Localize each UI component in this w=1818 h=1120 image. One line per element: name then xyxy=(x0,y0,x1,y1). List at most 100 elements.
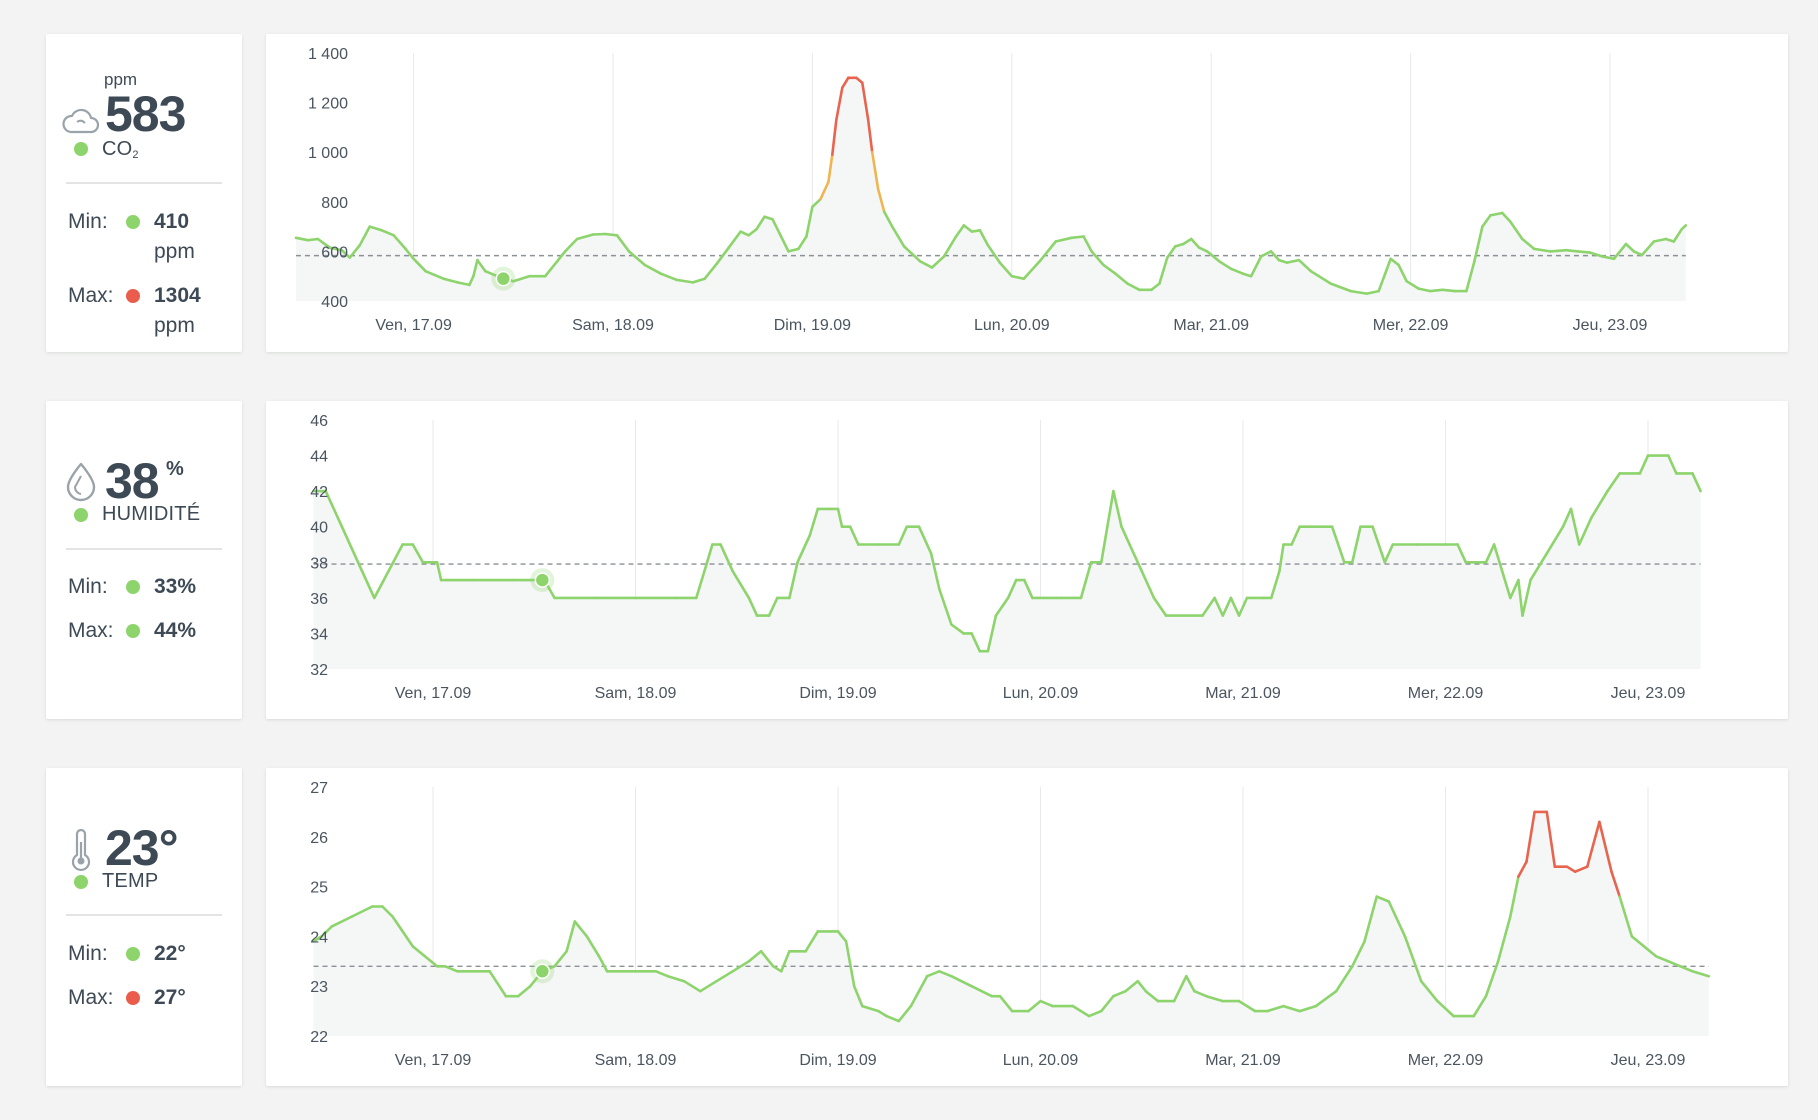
series-line-segment xyxy=(779,234,790,253)
series-line-segment xyxy=(950,623,965,635)
humidity-stat-card: 38 % HUMIDITÉ Min: 33% Max: 44% xyxy=(46,401,242,719)
series-line-segment xyxy=(565,920,577,953)
series-line-segment xyxy=(585,935,601,958)
series-line-segment xyxy=(1351,940,1366,968)
series-line-segment xyxy=(1517,860,1528,878)
y-tick-label: 40 xyxy=(310,520,328,537)
series-line-segment xyxy=(1569,507,1581,546)
series-line-segment xyxy=(890,225,906,248)
max-label: Max: xyxy=(68,284,114,307)
series-line-segment xyxy=(1680,224,1688,231)
series-line-segment xyxy=(1027,999,1042,1013)
series-line-segment xyxy=(1377,257,1392,293)
series-line-segment xyxy=(1189,237,1201,249)
min-label: Min: xyxy=(68,210,108,233)
series-line-segment xyxy=(771,965,783,973)
co2-unit: ppm xyxy=(104,70,138,89)
y-tick-label: 34 xyxy=(310,626,328,643)
y-tick-label: 46 xyxy=(310,413,328,430)
area-fill xyxy=(296,77,1686,301)
series-line-segment xyxy=(328,246,344,252)
series-line-segment xyxy=(543,260,559,278)
y-tick-label: 24 xyxy=(310,929,328,946)
series-line-segment xyxy=(411,543,425,564)
series-line-segment xyxy=(1099,489,1115,564)
series-line-segment xyxy=(1330,525,1346,564)
series-line-segment xyxy=(1365,289,1380,295)
current-marker xyxy=(534,572,551,588)
y-tick-label: 42 xyxy=(310,484,328,501)
series-line-segment xyxy=(1314,989,1338,1008)
series-line-segment xyxy=(1022,578,1034,600)
y-tick-label: 32 xyxy=(310,662,328,679)
series-line-segment xyxy=(1472,994,1488,1018)
max-value: 44% xyxy=(154,619,197,642)
series-line-segment xyxy=(1099,994,1115,1013)
co2-label: CO2 xyxy=(102,138,139,161)
series-line-segment xyxy=(1126,282,1141,292)
x-tick-label: Jeu, 23.09 xyxy=(1573,317,1648,334)
series-line-segment xyxy=(597,955,609,973)
series-line-segment xyxy=(380,229,395,237)
series-line-segment xyxy=(1564,248,1580,253)
x-tick-label: Lun, 20.09 xyxy=(974,317,1050,334)
series-line-segment xyxy=(836,930,848,943)
y-tick-label: 1 000 xyxy=(308,145,348,162)
series-line-segment xyxy=(852,984,864,1008)
x-tick-label: Mar, 21.09 xyxy=(1173,317,1249,334)
co2-value: 583 xyxy=(105,86,186,142)
divider xyxy=(66,182,222,184)
series-line-segment xyxy=(1114,272,1129,285)
series-line-segment xyxy=(694,569,706,600)
x-tick-label: Dim, 19.09 xyxy=(799,685,876,702)
y-tick-label: 22 xyxy=(310,1029,328,1046)
series-line-segment xyxy=(1351,525,1362,564)
series-line-segment xyxy=(844,940,856,988)
x-tick-label: Mer, 22.09 xyxy=(1373,317,1449,334)
co2-chart[interactable]: 400 600 800 1 000 1 200 1 400 Ven, 17.09 Sam, 1… xyxy=(266,34,1788,352)
temp-chart-card: 22 23 24 25 26 27 Ven, 17.09 Sam, 18.09 Dim, 19.… xyxy=(266,768,1788,1086)
temp-stat-card: 23° TEMP Min: 22° Max: 27° xyxy=(46,768,242,1086)
series-line-segment xyxy=(1229,596,1241,617)
series-line-segment xyxy=(1112,489,1123,528)
series-line-segment xyxy=(1221,596,1233,617)
humidity-chart[interactable]: 32 34 36 38 40 42 44 46 Ven, 17.09 Sam, 18.09 Dim,… xyxy=(266,401,1788,719)
series-line-segment xyxy=(316,237,332,249)
series-line-segment xyxy=(1545,810,1557,868)
series-line-segment xyxy=(411,945,427,958)
series-line-segment xyxy=(929,552,941,591)
series-line-segment xyxy=(1120,525,1131,546)
series-line-segment xyxy=(811,198,822,209)
series-line-segment xyxy=(1517,578,1524,617)
series-line-segment xyxy=(368,225,383,232)
temp-value: 23° xyxy=(105,820,179,876)
humidity-chart-card: 32 34 36 38 40 42 44 46 Ven, 17.09 Sam, 18.09 Dim,… xyxy=(266,401,1788,719)
series-line-segment xyxy=(563,237,579,253)
series-line-segment xyxy=(1071,1004,1091,1018)
series-line-segment xyxy=(954,224,966,238)
series-line-segment xyxy=(488,970,508,998)
series-line-segment xyxy=(909,974,929,1008)
series-line-segment xyxy=(866,118,874,154)
series-line-segment xyxy=(1548,248,1568,253)
min-value: 33% xyxy=(154,575,197,598)
series-line-segment xyxy=(1278,543,1285,573)
series-line-segment xyxy=(970,229,982,233)
series-line-segment xyxy=(1197,246,1209,253)
series-line-segment xyxy=(937,970,953,978)
x-tick-label: Mar, 21.09 xyxy=(1205,685,1281,702)
max-unit: ppm xyxy=(154,314,195,337)
x-tick-label: Jeu, 23.09 xyxy=(1611,685,1686,702)
series-line-segment xyxy=(1172,974,1188,1003)
series-line-segment xyxy=(1241,272,1253,278)
series-line-segment xyxy=(870,150,880,191)
series-line-segment xyxy=(882,210,894,228)
series-line-segment xyxy=(675,278,695,284)
humidity-label: HUMIDITÉ xyxy=(102,503,201,525)
temp-chart[interactable]: 22 23 24 25 26 27 Ven, 17.09 Sam, 18.09 Dim, 19.… xyxy=(266,768,1788,1086)
series-line-segment xyxy=(391,915,404,933)
x-tick-label: Ven, 17.09 xyxy=(395,1052,472,1069)
x-tick-label: Mar, 21.09 xyxy=(1205,1052,1281,1069)
series-line-segment xyxy=(917,525,933,555)
series-line-segment xyxy=(1473,225,1484,263)
